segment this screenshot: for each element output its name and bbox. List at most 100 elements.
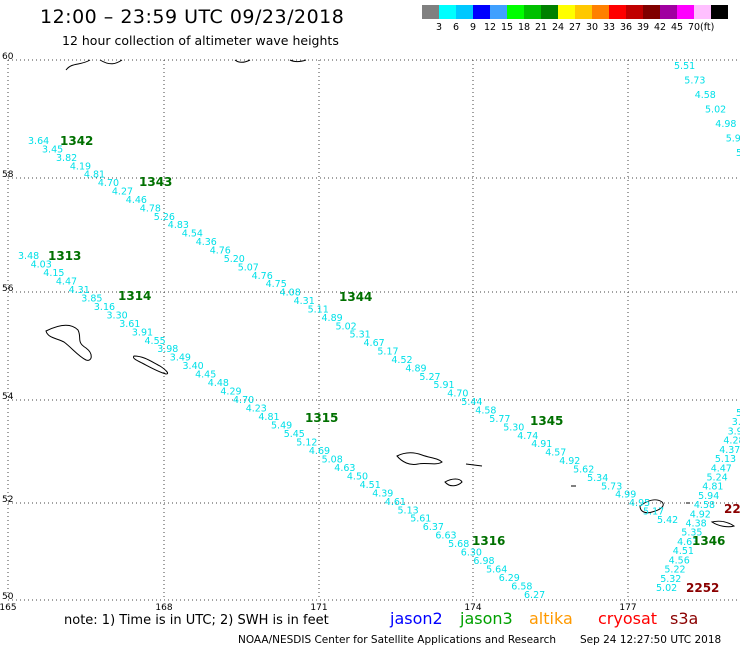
timestamp-text: Sep 24 12:27:50 UTC 2018	[580, 634, 722, 646]
pass-time-label: 22	[724, 502, 740, 516]
legend-label: 39	[636, 22, 650, 33]
wave-height-value: 5.35	[681, 528, 702, 539]
wave-height-value: 4.38	[686, 519, 707, 530]
wave-height-value: 3.64	[28, 136, 49, 147]
wave-height-value: 4.46	[126, 195, 147, 206]
coastlines	[45, 59, 736, 528]
wave-height-value: 6.98	[473, 556, 494, 567]
wave-height-value: 3.16	[94, 302, 115, 313]
wave-height-value: 4.31	[294, 296, 315, 307]
wave-height-value: 4.95	[629, 498, 650, 509]
wave-height-value: 4.57	[545, 448, 566, 459]
legend-label: 36	[619, 22, 633, 33]
wave-height-value: 4.70	[233, 395, 254, 406]
wave-height-value: 5.90	[726, 134, 740, 145]
pass-time-label: 1316	[472, 534, 505, 548]
wave-height-value: 5.27	[419, 372, 440, 383]
pass-time-label: 1346	[692, 534, 725, 548]
legend-label: 45	[670, 22, 684, 33]
legend-label: 6	[452, 22, 460, 33]
axis-tick-labels: 165 168 171 174 177 60 58 56 54 52 50	[0, 52, 637, 613]
wave-height-value: 5.02	[336, 321, 357, 332]
wave-height-value: 3.85	[81, 293, 102, 304]
y-tick-label: 52	[2, 495, 13, 505]
wave-height-value: 4.27	[112, 187, 133, 198]
wave-height-value: 5.32	[660, 574, 681, 585]
legend-swatch	[422, 5, 439, 19]
credit-text: NOAA/NESDIS Center for Satellite Applica…	[238, 634, 556, 646]
wave-height-value: 4.50	[347, 471, 368, 482]
y-tick-label: 56	[2, 284, 14, 294]
wave-height-value: 3.49	[170, 353, 191, 364]
x-tick-label: 174	[464, 603, 481, 613]
wave-height-value: 4.52	[391, 355, 412, 366]
wave-height-value: 4.89	[322, 313, 343, 324]
legend-label: 33	[602, 22, 616, 33]
wave-height-value: 6.30	[461, 548, 482, 559]
wave-height-value: 4.03	[31, 260, 52, 271]
wave-height-value: 4.47	[56, 276, 77, 287]
wave-height-value: 5.11	[308, 304, 329, 315]
wave-height-value: 4.31	[69, 285, 90, 296]
wave-height-value: 6.58	[511, 582, 532, 593]
legend-label: 70	[687, 22, 701, 33]
wave-height-value: 5.22	[664, 565, 685, 576]
wave-height-value: 5.02	[656, 583, 677, 594]
wave-height-value: 4.78	[140, 203, 161, 214]
x-tick-label: 177	[619, 603, 636, 613]
wave-height-value: 4.74	[517, 431, 538, 442]
wave-height-value: 3.40	[183, 361, 204, 372]
wave-height-value: 4.47	[711, 463, 732, 474]
wave-height-value: 3.98	[157, 344, 178, 355]
wave-height-value: 5.13	[715, 454, 736, 465]
legend-label: 30	[585, 22, 599, 33]
legend-swatch	[456, 5, 473, 19]
pass-time-label: 1342	[60, 134, 93, 148]
legend-unit: (ft)	[700, 22, 715, 33]
island-central	[396, 452, 443, 465]
wave-height-value: 5.	[736, 408, 740, 419]
wave-height-value: 5.13	[398, 505, 419, 516]
wave-height-value: 4.51	[360, 480, 381, 491]
pass-time-label: 1313	[48, 249, 81, 263]
legend-label: 27	[568, 22, 582, 33]
wave-height-value: 4.37	[719, 445, 740, 456]
wave-height-value: 4.28	[723, 436, 740, 447]
legend-swatch	[592, 5, 609, 19]
satellite-cryosat: cryosat	[598, 609, 658, 628]
wave-height-value: 4.15	[43, 268, 64, 279]
wave-height-value: 4.83	[168, 220, 189, 231]
wave-height-value: 3.30	[107, 310, 128, 321]
pass-time-label: 1315	[305, 411, 338, 425]
wave-height-value: 4.45	[195, 370, 216, 381]
y-tick-label: 58	[2, 170, 14, 180]
map-subtitle: 12 hour collection of altimeter wave hei…	[62, 33, 339, 48]
legend-label: 24	[551, 22, 565, 33]
wave-height-value: 5.49	[271, 421, 292, 432]
pass-time-label: 2252	[686, 581, 719, 595]
wave-height-value: 4.51	[673, 546, 694, 557]
wave-height-value: 4.56	[669, 555, 690, 566]
note-text: note: 1) Time is in UTC; 2) SWH is in fe…	[64, 613, 329, 628]
wave-height-value: 4.36	[196, 237, 217, 248]
wave-height-value: 6.29	[499, 573, 520, 584]
island-far-east	[710, 520, 736, 528]
wave-height-value: 3.45	[42, 144, 63, 155]
wave-height-value: 5.20	[224, 254, 245, 265]
island-northwest	[45, 324, 92, 361]
wave-height-value: 5.62	[573, 465, 594, 476]
wave-height-value: 5.44	[461, 397, 482, 408]
x-tick-label: 165	[0, 603, 17, 613]
wave-height-value: 5.17	[643, 507, 664, 518]
legend-swatch	[490, 5, 507, 19]
legend-swatch	[524, 5, 541, 19]
wave-height-value: 4.08	[280, 288, 301, 299]
legend-swatch	[558, 5, 575, 19]
wave-height-value: 3.82	[56, 153, 77, 164]
wave-height-value: 5.94	[698, 491, 719, 502]
legend-swatch	[507, 5, 524, 19]
legend-label: 3	[435, 22, 443, 33]
legend-swatch	[473, 5, 490, 19]
wave-height-value: 5.64	[486, 565, 507, 576]
